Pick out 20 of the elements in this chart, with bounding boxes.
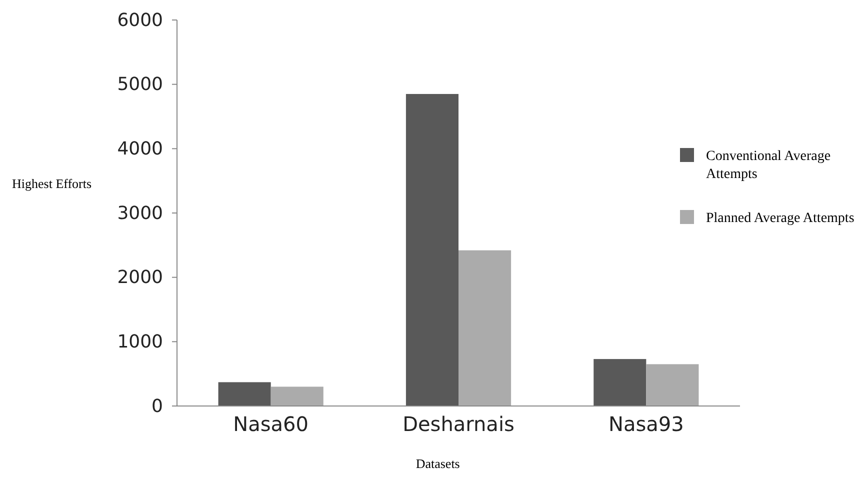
y-tick-label: 2000 — [117, 267, 163, 288]
bar — [594, 359, 646, 406]
bar — [218, 382, 271, 406]
legend-label: Conventional Average Attempts — [706, 149, 831, 182]
bar — [458, 250, 512, 406]
x-tick-label: Desharnais — [402, 412, 514, 436]
bar — [646, 364, 699, 406]
y-tick-label: 4000 — [117, 138, 163, 160]
y-tick-label: 6000 — [117, 10, 163, 31]
y-tick-label: 3000 — [117, 202, 163, 224]
y-tick-label: 1000 — [117, 331, 163, 352]
legend-label: Planned Average Attempts — [706, 211, 854, 226]
x-tick-label: Nasa93 — [608, 412, 684, 436]
bar — [270, 386, 324, 406]
x-tick-label: Nasa60 — [233, 412, 309, 436]
y-tick-label: 0 — [152, 396, 163, 417]
y-tick-label: 5000 — [117, 74, 163, 96]
bar — [406, 94, 458, 406]
x-axis-title: Datasets — [416, 456, 460, 471]
y-axis-title: Highest Efforts — [12, 176, 92, 191]
